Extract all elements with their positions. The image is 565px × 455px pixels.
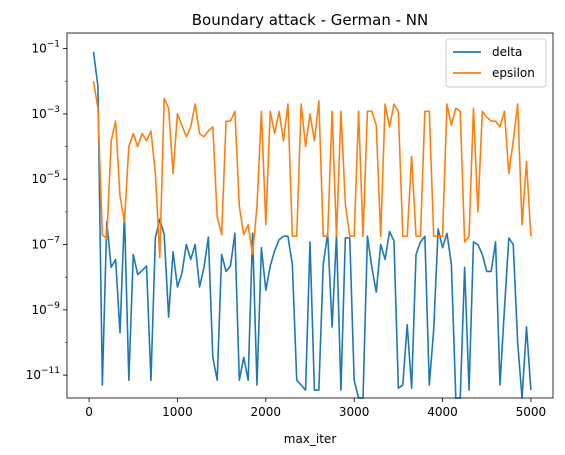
- y-tick-label: 10−3: [31, 105, 60, 121]
- legend-box: [445, 38, 547, 88]
- series-line-epsilon: [92, 81, 532, 259]
- legend-label-delta: delta: [492, 45, 522, 59]
- legend: delta epsilon: [445, 38, 547, 88]
- x-tick-label: 4000: [427, 405, 458, 419]
- x-axis: 0 1000 2000 3000 4000 5000: [85, 398, 546, 419]
- x-tick-label: 5000: [516, 405, 547, 419]
- x-tick-label: 2000: [251, 405, 282, 419]
- x-axis-label: max_iter: [284, 432, 337, 446]
- legend-label-epsilon: epsilon: [492, 66, 535, 80]
- y-tick-label: 10−1: [31, 40, 60, 56]
- x-tick-label: 1000: [162, 405, 193, 419]
- plot-area-frame: [66, 32, 554, 399]
- chart-title: Boundary attack - German - NN: [192, 11, 429, 29]
- y-tick-label: 10−7: [31, 236, 60, 252]
- y-tick-label: 10−5: [31, 170, 60, 186]
- x-tick-label: 0: [85, 405, 93, 419]
- y-tick-label: 10−11: [26, 366, 60, 382]
- y-axis: 10−11 10−9 10−7 10−5 10−3 10−1: [26, 40, 67, 382]
- x-tick-label: 3000: [339, 405, 370, 419]
- y-tick-label: 10−9: [31, 301, 60, 317]
